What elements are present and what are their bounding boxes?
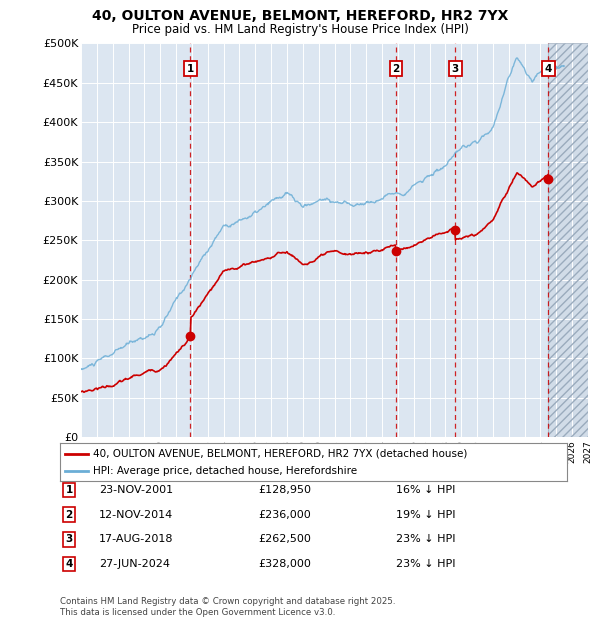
- Text: 17-AUG-2018: 17-AUG-2018: [99, 534, 173, 544]
- Text: 12-NOV-2014: 12-NOV-2014: [99, 510, 173, 520]
- Bar: [548, 43, 588, 437]
- Text: Contains HM Land Registry data © Crown copyright and database right 2025.
This d: Contains HM Land Registry data © Crown c…: [60, 598, 395, 617]
- Text: 40, OULTON AVENUE, BELMONT, HEREFORD, HR2 7YX: 40, OULTON AVENUE, BELMONT, HEREFORD, HR…: [92, 9, 508, 24]
- Text: 2: 2: [392, 64, 400, 74]
- Text: 16% ↓ HPI: 16% ↓ HPI: [396, 485, 455, 495]
- Text: £262,500: £262,500: [258, 534, 311, 544]
- Bar: [548, 43, 588, 437]
- Text: £236,000: £236,000: [258, 510, 311, 520]
- Text: 1: 1: [187, 64, 194, 74]
- Text: 23-NOV-2001: 23-NOV-2001: [99, 485, 173, 495]
- Text: 4: 4: [545, 64, 552, 74]
- Text: Price paid vs. HM Land Registry's House Price Index (HPI): Price paid vs. HM Land Registry's House …: [131, 23, 469, 36]
- Text: 3: 3: [65, 534, 73, 544]
- Text: 19% ↓ HPI: 19% ↓ HPI: [396, 510, 455, 520]
- Text: 2: 2: [65, 510, 73, 520]
- Text: 3: 3: [452, 64, 459, 74]
- Text: 27-JUN-2024: 27-JUN-2024: [99, 559, 170, 569]
- Text: HPI: Average price, detached house, Herefordshire: HPI: Average price, detached house, Here…: [93, 466, 357, 476]
- Text: 4: 4: [65, 559, 73, 569]
- Text: 23% ↓ HPI: 23% ↓ HPI: [396, 534, 455, 544]
- Text: 23% ↓ HPI: 23% ↓ HPI: [396, 559, 455, 569]
- Text: 40, OULTON AVENUE, BELMONT, HEREFORD, HR2 7YX (detached house): 40, OULTON AVENUE, BELMONT, HEREFORD, HR…: [93, 449, 467, 459]
- Text: £128,950: £128,950: [258, 485, 311, 495]
- Text: £328,000: £328,000: [258, 559, 311, 569]
- Text: 1: 1: [65, 485, 73, 495]
